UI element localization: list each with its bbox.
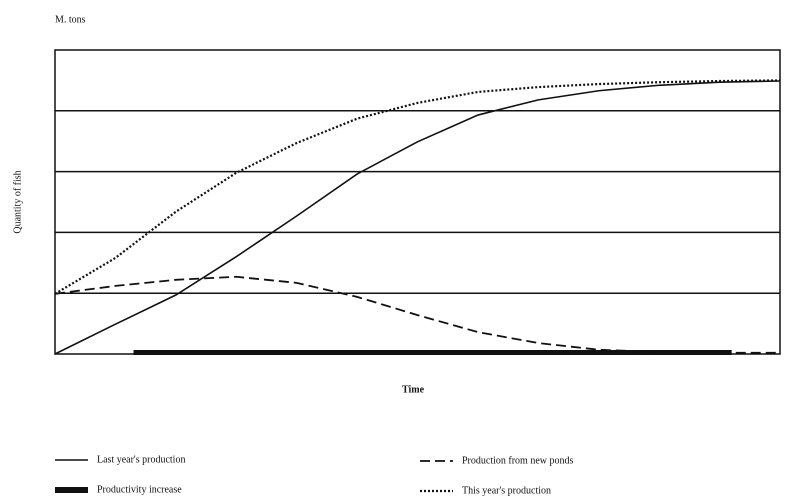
y-unit: M. tons (55, 14, 86, 25)
legend-label: Production from new ponds (462, 455, 573, 466)
series-line (54, 79, 781, 295)
plot-frame (54, 49, 781, 355)
legend-label: Productivity increase (97, 484, 182, 495)
series-line (54, 275, 780, 354)
series-line (54, 80, 781, 355)
legend-label: Last year's production (97, 454, 185, 465)
productivity-band (133, 350, 732, 355)
legend-swatch (55, 487, 88, 493)
y-axis-label: Quantity of fish (12, 170, 23, 233)
x-axis-label: Time (402, 384, 425, 395)
legend-label: This year's production (462, 485, 551, 496)
